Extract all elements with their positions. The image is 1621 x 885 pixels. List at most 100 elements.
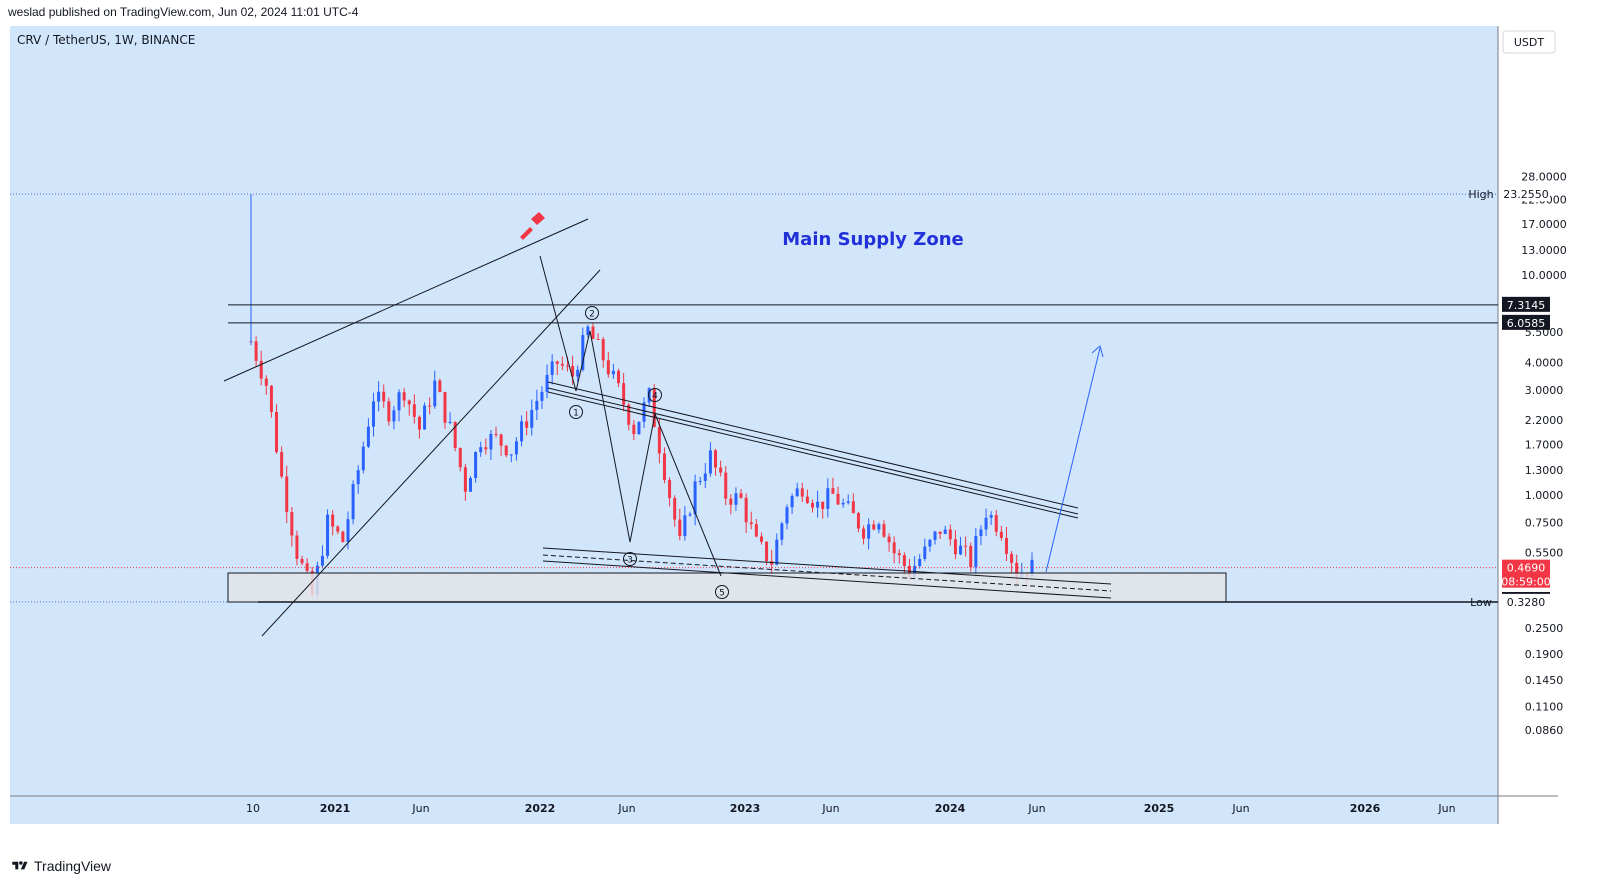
candle-body [678,519,682,536]
price-tick-label: 0.0860 [1525,724,1564,737]
candle-body [254,341,258,361]
candle-body [831,488,835,494]
candle-body [821,501,825,509]
candle-body [892,542,896,554]
candle-body [535,400,539,410]
candle-body [280,452,284,477]
time-tick-label: 2025 [1144,802,1175,815]
candle-body [729,498,733,505]
candle-body [953,539,957,555]
candle-body [530,409,534,428]
candle-body [683,515,687,536]
wave-marker [715,585,729,599]
currency-button[interactable] [1502,30,1556,54]
time-tick-label: Jun [411,802,429,815]
projection-arrow-head [1091,345,1104,358]
candle-body [979,529,983,537]
candle-body [877,524,881,530]
candle-body [800,488,804,497]
channel-upper-line-1[interactable] [547,381,1079,509]
candle-body [826,488,830,509]
candle-body [545,374,549,392]
price-label-value: 0.3280 [1507,596,1546,609]
price-chart[interactable]: CRV / TetherUS, 1W, BINANCE Main Supply … [10,26,1611,848]
candle-body [856,513,860,529]
candle-body [463,467,467,492]
price-label-box [1502,296,1550,312]
candle-body [923,546,927,559]
candle-body [632,424,636,435]
currency-label: USDT [1514,36,1545,49]
candle-body [759,536,763,542]
price-label-box [1502,186,1550,202]
wedge-lower-line[interactable] [261,269,601,637]
candle-body [714,450,718,468]
candle-body [974,536,978,568]
candle-body [862,528,866,539]
candle-body [964,545,968,547]
channel-upper-line-3[interactable] [547,391,1079,519]
falling-support-mid[interactable] [542,554,1112,592]
candle-body [918,558,922,567]
wedge-upper-line[interactable] [223,218,589,382]
candle-body [841,502,845,505]
candle-body [1015,562,1019,578]
candle-body [647,388,651,403]
candle-body [555,361,559,364]
candle-body [780,523,784,540]
candle-body [264,378,268,386]
candle-body [739,493,743,498]
candle-body [673,498,677,520]
candle-body [754,524,758,537]
candle-body [417,416,421,430]
time-tick-label: Jun [1027,802,1045,815]
candle-body [336,526,340,532]
countdown-label: 08:59:00 [1501,576,1550,589]
publish-info: weslad published on TradingView.com, Jun… [8,5,359,19]
falling-support-line-1[interactable] [542,547,1112,585]
candle-body [300,558,304,564]
hammer-icon [520,212,545,240]
time-tick-label: 2024 [935,802,966,815]
candle-body [816,501,820,508]
channel-upper-line-2[interactable] [547,387,1079,515]
wave-label: 1 [573,409,579,419]
time-tick-label: 10 [246,802,260,815]
time-tick-label: 2026 [1350,802,1381,815]
candle-body [397,392,401,411]
candle-body [428,405,432,407]
candle-body [846,501,850,503]
falling-support-line-2[interactable] [542,560,1112,599]
candle-body [851,501,855,514]
candle-body [969,545,973,568]
candle-body [285,476,289,513]
price-axis-area [1498,26,1611,848]
candle-body [438,380,442,392]
candle-body [550,361,554,375]
candle-body [984,517,988,530]
candle-body [948,529,952,540]
candle-body [938,531,942,534]
projection-arrow[interactable] [1045,347,1101,573]
time-tick-label: Jun [1231,802,1249,815]
candle-body [525,421,529,428]
candle-body [999,531,1003,538]
tradingview-brand[interactable]: TradingView [10,858,111,874]
wave-path[interactable] [539,255,722,577]
candle-body [943,529,947,534]
wave-label: 2 [589,310,595,320]
wave-marker [585,306,599,320]
price-tick-label: 0.5500 [1525,546,1564,559]
price-tick-label: 10.0000 [1521,269,1567,282]
price-label-value: 0.4690 [1507,562,1546,575]
price-label-value: 6.0585 [1507,317,1546,330]
candle-body [275,411,279,453]
candle-body [637,421,641,435]
candle-body [458,448,462,468]
candle-body [520,421,524,442]
candle-body [453,421,457,449]
candle-body [305,563,309,572]
price-tick-label: 28.0000 [1521,170,1567,183]
candle-body [622,383,626,405]
chart-frame[interactable]: CRV / TetherUS, 1W, BINANCE Main Supply … [10,26,1611,848]
